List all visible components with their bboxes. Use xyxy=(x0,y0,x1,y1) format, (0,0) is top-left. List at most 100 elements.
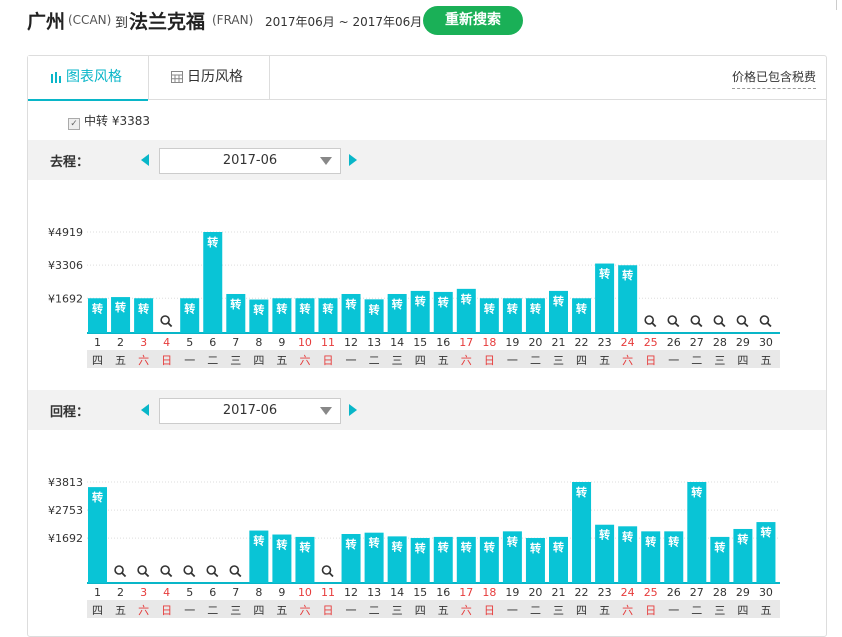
outbound-search-icon[interactable] xyxy=(690,315,703,328)
return-bar[interactable] xyxy=(341,533,361,583)
tab-calendar-style[interactable]: 日历风格 xyxy=(148,56,270,99)
check-icon[interactable]: ✓ xyxy=(68,118,80,130)
return-bar[interactable] xyxy=(387,536,407,583)
return-bar-day-14[interactable]: 转 xyxy=(387,536,407,583)
outbound-bar-day-13[interactable]: 转 xyxy=(364,299,384,333)
return-bar[interactable] xyxy=(433,536,453,583)
next-month-arrow-icon[interactable] xyxy=(349,404,357,416)
return-bar-day-21[interactable]: 转 xyxy=(549,536,568,583)
outbound-bar[interactable] xyxy=(88,298,107,333)
transfer-filter[interactable]: ✓ 中转 ¥3383 xyxy=(68,112,150,130)
outbound-bar-day-2[interactable]: 转 xyxy=(111,297,131,333)
outbound-bar[interactable] xyxy=(203,232,223,333)
outbound-search-icon[interactable] xyxy=(644,315,657,328)
prev-month-arrow-icon[interactable] xyxy=(141,154,149,166)
outbound-bar[interactable] xyxy=(341,293,361,333)
outbound-bar-day-17[interactable]: 转 xyxy=(456,288,476,333)
return-bar[interactable] xyxy=(549,536,568,583)
outbound-search-icon[interactable] xyxy=(160,315,173,328)
outbound-bar[interactable] xyxy=(180,298,200,333)
outbound-bar[interactable] xyxy=(134,298,154,333)
outbound-bar-day-8[interactable]: 转 xyxy=(249,299,269,333)
outbound-bar[interactable] xyxy=(318,298,338,333)
return-bar-day-1[interactable]: 转 xyxy=(88,487,107,583)
return-bar-day-12[interactable]: 转 xyxy=(341,533,361,583)
return-bar-day-25[interactable]: 转 xyxy=(641,531,661,583)
outbound-bar-day-9[interactable]: 转 xyxy=(272,298,292,333)
outbound-bar[interactable] xyxy=(595,263,615,333)
return-search-icon[interactable] xyxy=(183,565,196,578)
outbound-bar-day-22[interactable]: 转 xyxy=(572,298,592,333)
return-bar[interactable] xyxy=(733,528,753,583)
outbound-bar-day-20[interactable]: 转 xyxy=(525,298,545,333)
outbound-bar-day-14[interactable]: 转 xyxy=(387,293,407,333)
return-bar-day-8[interactable]: 转 xyxy=(249,530,269,583)
return-bar[interactable] xyxy=(687,482,707,583)
return-bar-day-10[interactable]: 转 xyxy=(295,536,315,583)
outbound-bar[interactable] xyxy=(364,299,384,333)
outbound-search-icon[interactable] xyxy=(736,315,749,328)
outbound-bar-day-5[interactable]: 转 xyxy=(180,298,200,333)
tax-note[interactable]: 价格已包含税费 xyxy=(731,68,816,89)
return-search-icon[interactable] xyxy=(160,565,173,578)
outbound-bar-day-15[interactable]: 转 xyxy=(410,290,430,333)
return-bar-day-23[interactable]: 转 xyxy=(595,524,615,583)
outbound-search-icon[interactable] xyxy=(667,315,680,328)
return-bar[interactable] xyxy=(272,534,292,583)
return-search-icon[interactable] xyxy=(137,565,150,578)
return-bar[interactable] xyxy=(710,536,730,583)
outbound-bar-day-18[interactable]: 转 xyxy=(479,298,499,333)
return-bar-day-18[interactable]: 转 xyxy=(479,536,499,583)
return-month-select[interactable]: 2017-06 xyxy=(159,398,341,424)
outbound-bar[interactable] xyxy=(226,293,246,333)
outbound-bar-day-24[interactable]: 转 xyxy=(618,265,638,333)
outbound-bar-day-12[interactable]: 转 xyxy=(341,293,361,333)
return-bar-day-30[interactable]: 转 xyxy=(756,522,776,583)
outbound-bar[interactable] xyxy=(525,298,545,333)
outbound-bar-day-11[interactable]: 转 xyxy=(318,298,338,333)
outbound-bar[interactable] xyxy=(111,297,131,333)
prev-month-arrow-icon[interactable] xyxy=(141,404,149,416)
outbound-bar[interactable] xyxy=(502,298,522,333)
outbound-bar[interactable] xyxy=(272,298,292,333)
return-search-icon[interactable] xyxy=(321,565,334,578)
outbound-bar-day-23[interactable]: 转 xyxy=(595,263,615,333)
outbound-search-icon[interactable] xyxy=(759,315,772,328)
return-bar[interactable] xyxy=(572,482,592,583)
outbound-bar[interactable] xyxy=(572,298,592,333)
return-bar-day-29[interactable]: 转 xyxy=(733,528,753,583)
tab-chart-style[interactable]: 图表风格 xyxy=(28,56,148,101)
outbound-bar-day-16[interactable]: 转 xyxy=(433,291,453,333)
return-search-icon[interactable] xyxy=(206,565,219,578)
return-bar-day-22[interactable]: 转 xyxy=(572,482,592,583)
return-bar-day-20[interactable]: 转 xyxy=(525,537,545,583)
return-bar-day-16[interactable]: 转 xyxy=(433,536,453,583)
return-bar[interactable] xyxy=(756,522,776,583)
return-search-icon[interactable] xyxy=(114,565,127,578)
re-search-button[interactable]: 重新搜索 xyxy=(423,6,523,35)
return-bar[interactable] xyxy=(479,536,499,583)
outbound-bar[interactable] xyxy=(410,290,430,333)
return-bar-day-24[interactable]: 转 xyxy=(618,526,638,583)
return-bar-day-26[interactable]: 转 xyxy=(664,531,684,583)
return-bar-day-13[interactable]: 转 xyxy=(364,532,384,583)
return-bar[interactable] xyxy=(502,531,522,583)
outbound-bar[interactable] xyxy=(479,298,499,333)
outbound-bar[interactable] xyxy=(249,299,269,333)
return-bar[interactable] xyxy=(295,536,315,583)
return-bar[interactable] xyxy=(618,526,638,583)
return-bar-day-9[interactable]: 转 xyxy=(272,534,292,583)
outbound-bar[interactable] xyxy=(549,290,568,333)
return-bar-day-19[interactable]: 转 xyxy=(502,531,522,583)
return-bar-day-17[interactable]: 转 xyxy=(456,536,476,583)
outbound-bar-day-10[interactable]: 转 xyxy=(295,298,315,333)
return-bar[interactable] xyxy=(364,532,384,583)
return-search-icon[interactable] xyxy=(229,565,242,578)
return-bar[interactable] xyxy=(88,487,107,583)
return-bar[interactable] xyxy=(664,531,684,583)
return-bar[interactable] xyxy=(410,537,430,583)
outbound-month-select[interactable]: 2017-06 xyxy=(159,148,341,174)
return-bar-day-28[interactable]: 转 xyxy=(710,536,730,583)
outbound-search-icon[interactable] xyxy=(713,315,726,328)
outbound-bar[interactable] xyxy=(387,293,407,333)
